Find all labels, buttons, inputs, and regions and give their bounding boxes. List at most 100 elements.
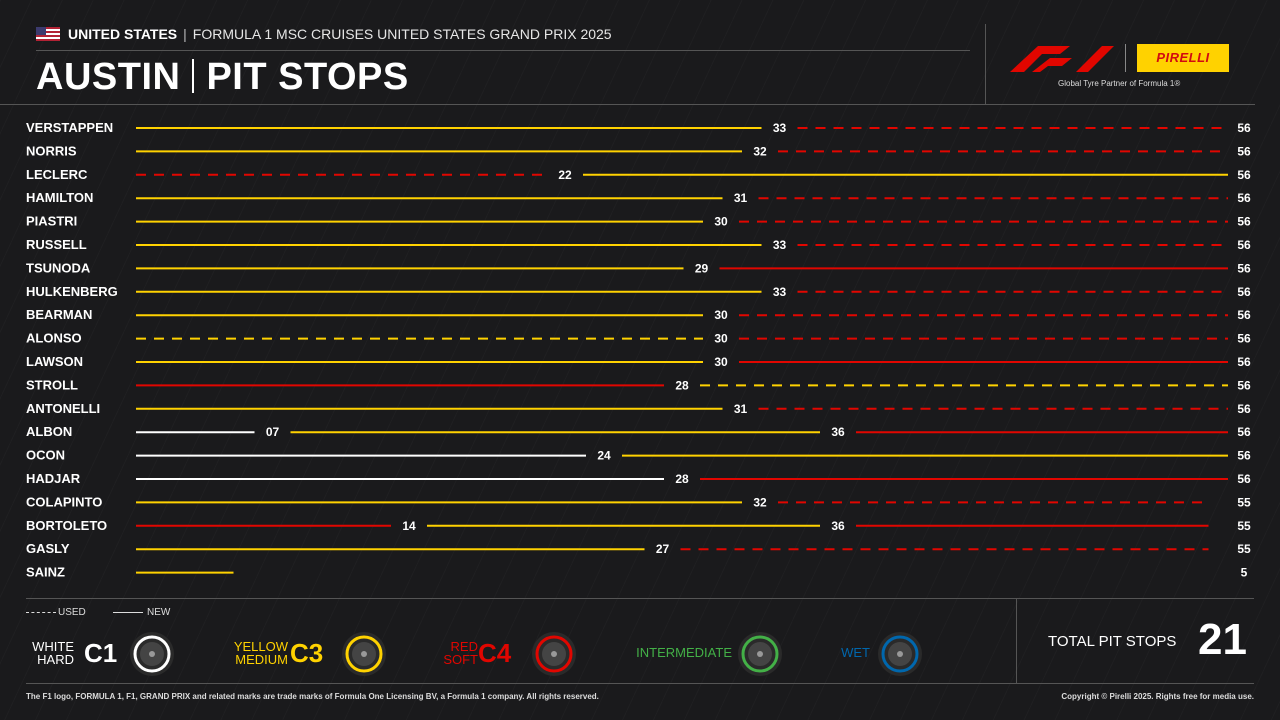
divider — [985, 24, 986, 104]
lap-label: 55 — [1237, 495, 1251, 509]
trademark-notice: The F1 logo, FORMULA 1, F1, GRAND PRIX a… — [26, 692, 599, 701]
tyre-wet-icon — [878, 632, 922, 676]
divider — [1016, 599, 1017, 683]
driver-name: ALONSO — [26, 331, 82, 346]
sponsor-logos: PIRELLI Global Tyre Partner of Formula 1… — [1010, 40, 1230, 100]
lap-label: 55 — [1237, 542, 1251, 556]
lap-label: 33 — [773, 121, 787, 135]
separator: | — [183, 26, 187, 42]
lap-label: 56 — [1237, 261, 1251, 275]
compound-color-name: WET — [841, 645, 870, 660]
driver-name: ANTONELLI — [26, 401, 100, 416]
lap-label: 56 — [1237, 449, 1251, 463]
compound-medium: YELLOW MEDIUM C3 — [200, 626, 400, 680]
total-pit-stops-value: 21 — [1198, 615, 1247, 664]
lap-label: 56 — [1237, 168, 1251, 182]
lap-label: 31 — [734, 402, 748, 416]
lap-label: 29 — [695, 261, 709, 275]
lap-label: 56 — [1237, 378, 1251, 392]
driver-name: RUSSELL — [26, 237, 87, 252]
lap-label: 56 — [1237, 121, 1251, 135]
lap-label: 36 — [831, 519, 845, 533]
total-pit-stops-label: TOTAL PIT STOPS — [1048, 633, 1177, 650]
compound-type-name: MEDIUM — [235, 652, 288, 667]
driver-name: VERSTAPPEN — [26, 120, 113, 135]
compound-type-name: SOFT — [443, 652, 478, 667]
lap-label: 56 — [1237, 191, 1251, 205]
driver-name: STROLL — [26, 377, 78, 392]
driver-name: HULKENBERG — [26, 284, 118, 299]
logo-divider — [1125, 44, 1126, 72]
compound-type-name: HARD — [37, 652, 74, 667]
lap-label: 30 — [714, 332, 728, 346]
divider — [26, 683, 1254, 684]
divider — [36, 50, 970, 51]
divider — [0, 104, 1255, 105]
lap-label: 07 — [266, 425, 280, 439]
compound-color-name: WHITE — [32, 639, 74, 654]
tyre-hard-icon — [130, 632, 174, 676]
lap-label: 56 — [1237, 332, 1251, 346]
lap-label: 56 — [1237, 308, 1251, 322]
lap-label: 33 — [773, 285, 787, 299]
lap-label: 56 — [1237, 144, 1251, 158]
tyre-soft-icon — [532, 632, 576, 676]
lap-label: 55 — [1237, 519, 1251, 533]
event-name: FORMULA 1 MSC CRUISES UNITED STATES GRAN… — [192, 26, 612, 42]
driver-name: HADJAR — [26, 471, 81, 486]
partner-caption: Global Tyre Partner of Formula 1® — [1058, 79, 1181, 88]
driver-name: SAINZ — [26, 565, 65, 580]
compound-code: C3 — [290, 638, 324, 668]
lap-label: 56 — [1237, 238, 1251, 252]
driver-name: LAWSON — [26, 354, 83, 369]
lap-label: 30 — [714, 215, 728, 229]
driver-name: OCON — [26, 448, 65, 463]
lap-label: 56 — [1237, 285, 1251, 299]
compound-color-name: YELLOW — [233, 639, 288, 654]
lap-label: 56 — [1237, 402, 1251, 416]
lap-label: 33 — [773, 238, 787, 252]
lap-label: 27 — [656, 542, 670, 556]
legend-used: USED — [26, 607, 86, 618]
lap-label: 28 — [675, 378, 689, 392]
lap-label: 56 — [1237, 215, 1251, 229]
solid-line-swatch — [113, 612, 143, 613]
compound-code: C1 — [84, 638, 118, 668]
compound-code: C4 — [478, 638, 512, 668]
driver-name: BORTOLETO — [26, 518, 107, 533]
driver-name: HAMILTON — [26, 190, 93, 205]
title-location: AUSTIN — [36, 56, 181, 98]
driver-name: ALBON — [26, 424, 72, 439]
compound-color-name: INTERMEDIATE — [636, 645, 732, 660]
country-label: UNITED STATES — [68, 26, 178, 42]
legend-new: NEW — [113, 607, 170, 618]
lap-label: 56 — [1237, 472, 1251, 486]
lap-label: 32 — [753, 495, 767, 509]
dashed-line-swatch — [26, 612, 56, 613]
compound-soft: RED SOFT C4 — [418, 626, 598, 680]
lap-label: 31 — [734, 191, 748, 205]
lap-label: 24 — [597, 449, 611, 463]
us-flag-icon — [36, 27, 60, 41]
driver-name: BEARMAN — [26, 307, 92, 322]
lap-label: 14 — [402, 519, 416, 533]
driver-name: GASLY — [26, 541, 70, 556]
lap-label: 30 — [714, 308, 728, 322]
lap-label: 32 — [753, 144, 767, 158]
lap-label: 5 — [1241, 566, 1248, 580]
legend-new-label: NEW — [147, 607, 171, 618]
title-separator — [192, 59, 195, 93]
event-bar: UNITED STATES | FORMULA 1 MSC CRUISES UN… — [36, 24, 612, 44]
pit-stop-chart: VERSTAPPEN 33 56 NORRIS 32 56 LECLERC 22 56 HAMIL… — [26, 120, 1251, 580]
compound-wet: WET — [830, 626, 930, 680]
driver-name: PIASTRI — [26, 214, 77, 229]
compound-intermediate: INTERMEDIATE — [620, 626, 790, 680]
f1-logo — [1010, 46, 1114, 72]
divider — [26, 598, 1254, 599]
lap-label: 28 — [675, 472, 689, 486]
driver-name: NORRIS — [26, 143, 77, 158]
driver-name: TSUNODA — [26, 260, 91, 275]
pirelli-logo: PIRELLI — [1137, 44, 1229, 72]
compound-hard: WHITE HARD C1 — [26, 626, 186, 680]
lap-label: 56 — [1237, 355, 1251, 369]
